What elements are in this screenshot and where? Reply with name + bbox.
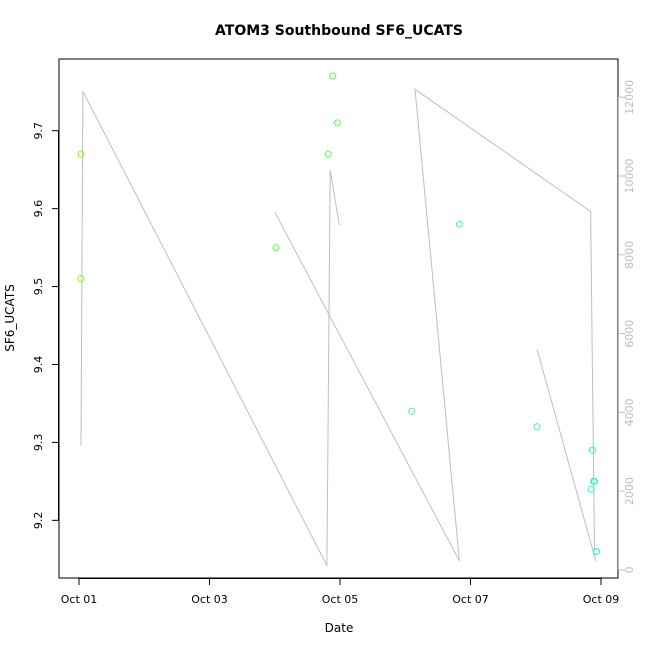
data-point-13 bbox=[591, 477, 598, 485]
y2-tick-label: 12000 bbox=[623, 80, 636, 115]
y-axis-label: SF6_UCATS bbox=[3, 284, 17, 352]
x-axis: Oct 01 Oct 03 Oct 05 Oct 07 Oct 09 bbox=[61, 578, 620, 606]
plot-frame bbox=[58, 58, 619, 579]
data-point-11 bbox=[589, 446, 596, 454]
x-tick-label: Oct 07 bbox=[452, 593, 489, 606]
y2-axis: 0 2000 4000 6000 8000 10000 12000 bbox=[618, 80, 636, 573]
y-tick-label: 9.6 bbox=[32, 200, 45, 218]
chart-title: ATOM3 Southbound SF6_UCATS bbox=[215, 23, 463, 39]
y2-tick-label: 4000 bbox=[623, 398, 636, 426]
data-point-10 bbox=[587, 485, 595, 493]
y-tick-label: 9.4 bbox=[32, 356, 45, 374]
data-point-7 bbox=[408, 407, 416, 415]
data-point-4 bbox=[324, 150, 332, 158]
x-axis-label: Date bbox=[325, 621, 354, 635]
y-tick-label: 9.2 bbox=[32, 512, 45, 530]
altitude-layer bbox=[80, 88, 597, 566]
data-point-6 bbox=[333, 119, 341, 127]
y2-tick-label: 2000 bbox=[623, 477, 636, 505]
x-tick-label: Oct 03 bbox=[191, 593, 228, 606]
x-tick-label: Oct 01 bbox=[61, 593, 98, 606]
y-tick-label: 9.7 bbox=[32, 122, 45, 140]
data-point-1 bbox=[77, 150, 85, 158]
data-point-8 bbox=[455, 220, 463, 228]
points-layer bbox=[77, 72, 600, 555]
y2-tick-label: 6000 bbox=[623, 320, 636, 348]
altitude-line-2 bbox=[274, 88, 595, 562]
altitude-line-1 bbox=[80, 91, 340, 566]
data-point-14 bbox=[592, 548, 600, 555]
data-point-9 bbox=[533, 423, 541, 431]
y-tick-label: 9.5 bbox=[32, 278, 45, 296]
altitude-line-3 bbox=[536, 349, 597, 562]
y-tick-label: 9.3 bbox=[32, 434, 45, 452]
data-point-5 bbox=[329, 72, 337, 80]
y2-tick-label: 8000 bbox=[623, 241, 636, 269]
x-tick-label: Oct 05 bbox=[322, 593, 359, 606]
data-point-2 bbox=[77, 275, 85, 283]
x-tick-label: Oct 09 bbox=[583, 593, 620, 606]
y-axis: 9.2 9.3 9.4 9.5 9.6 9.7 bbox=[32, 122, 59, 529]
y2-tick-label: 0 bbox=[623, 566, 636, 573]
y2-tick-label: 10000 bbox=[623, 158, 636, 193]
data-point-3 bbox=[272, 244, 280, 252]
